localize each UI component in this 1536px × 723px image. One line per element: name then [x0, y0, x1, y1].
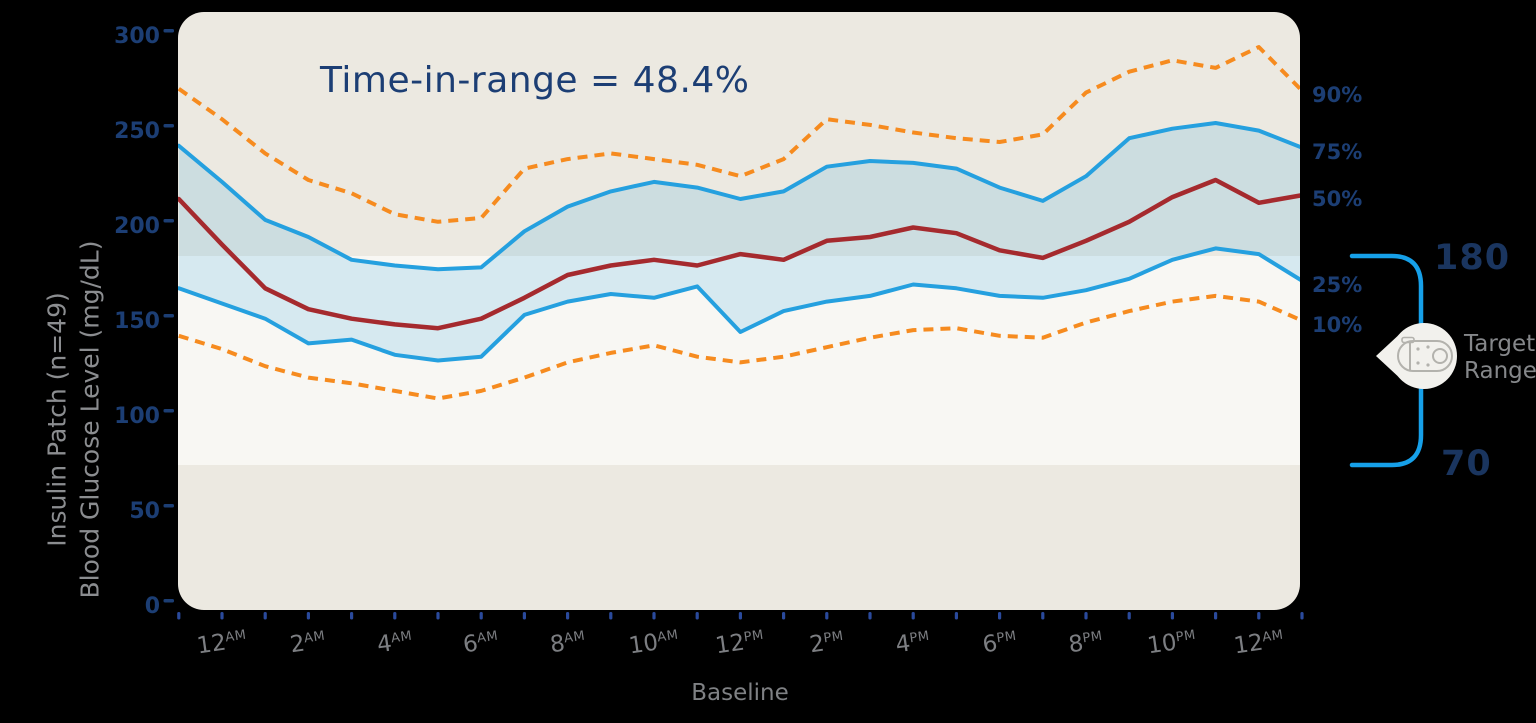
x-tick-mark	[350, 612, 354, 620]
target-range-high-value: 180	[1434, 238, 1511, 278]
y-tick-mark	[163, 409, 174, 413]
y-tick-label: 100	[114, 404, 160, 429]
target-range-low-value: 70	[1441, 444, 1492, 484]
patch-outline	[1397, 340, 1453, 372]
y-tick-mark	[163, 124, 174, 128]
x-axis-title: Baseline	[691, 680, 789, 706]
patch-port	[1432, 348, 1448, 364]
series-line-25pct	[178, 246, 1300, 363]
chart-title: Time-in-range = 48.4%	[320, 60, 750, 101]
y-tick-label: 200	[114, 214, 160, 239]
x-tick-mark	[393, 612, 397, 620]
patch-dot	[1416, 361, 1420, 365]
series-line-75pct	[178, 121, 1300, 272]
x-tick-mark	[782, 612, 786, 620]
y-tick-mark	[163, 29, 174, 33]
x-tick-mark	[1127, 612, 1131, 620]
patch-tab	[1401, 336, 1415, 344]
y-tick-mark	[163, 314, 174, 318]
x-tick-mark	[738, 612, 742, 620]
insulin-patch-icon	[1376, 323, 1457, 389]
x-tick-mark	[911, 612, 915, 620]
x-tick-mark	[868, 612, 872, 620]
x-tick-mark	[652, 612, 656, 620]
y-tick-mark	[163, 599, 174, 603]
x-tick-mark	[998, 612, 1002, 620]
percentile-label-90pct: 90%	[1312, 82, 1363, 107]
x-tick-mark	[1214, 612, 1218, 620]
x-tick-mark	[263, 612, 267, 620]
iqr-fill-area	[178, 123, 1300, 361]
percentile-label-25pct: 25%	[1312, 272, 1363, 297]
x-tick-mark	[1084, 612, 1088, 620]
x-tick-mark	[1257, 612, 1261, 620]
series-line-50pct	[178, 177, 1300, 331]
plot-layers	[178, 45, 1300, 465]
y-tick-label: 50	[129, 499, 160, 524]
x-tick-mark	[1041, 612, 1045, 620]
percentile-label-75pct: 75%	[1312, 139, 1363, 164]
target-range-band	[178, 256, 1300, 465]
x-tick-mark	[1170, 612, 1174, 620]
y-tick-label: 300	[114, 24, 160, 49]
series-line-90pct	[178, 45, 1300, 224]
x-tick-mark	[695, 612, 699, 620]
percentile-label-10pct: 10%	[1312, 312, 1363, 337]
series-line-10pct	[178, 293, 1300, 401]
y-axis-title-line1: Insulin Patch (n=49)	[42, 292, 72, 547]
x-tick-mark	[436, 612, 440, 620]
x-tick-mark	[609, 612, 613, 620]
y-tick-mark	[163, 504, 174, 508]
percentile-label-50pct: 50%	[1312, 187, 1363, 212]
y-tick-mark	[163, 219, 174, 223]
x-tick-mark	[566, 612, 570, 620]
x-tick-mark	[825, 612, 829, 620]
x-tick-mark	[177, 612, 181, 620]
patch-dot	[1416, 347, 1420, 351]
x-tick-mark	[1300, 612, 1304, 620]
y-tick-label: 0	[144, 594, 160, 619]
y-axis-title-line2: Blood Glucose Level (mg/dL)	[75, 240, 105, 599]
x-tick-mark	[306, 612, 310, 620]
x-tick-mark	[522, 612, 526, 620]
x-tick-mark	[220, 612, 224, 620]
x-tick-mark	[954, 612, 958, 620]
target-range-label: Target Range	[1464, 331, 1536, 384]
patch-dot	[1426, 363, 1430, 367]
y-tick-label: 250	[114, 119, 160, 144]
y-tick-label: 150	[114, 309, 160, 334]
patch-dot	[1426, 345, 1430, 349]
x-tick-mark	[479, 612, 483, 620]
teardrop-body	[1391, 323, 1457, 389]
